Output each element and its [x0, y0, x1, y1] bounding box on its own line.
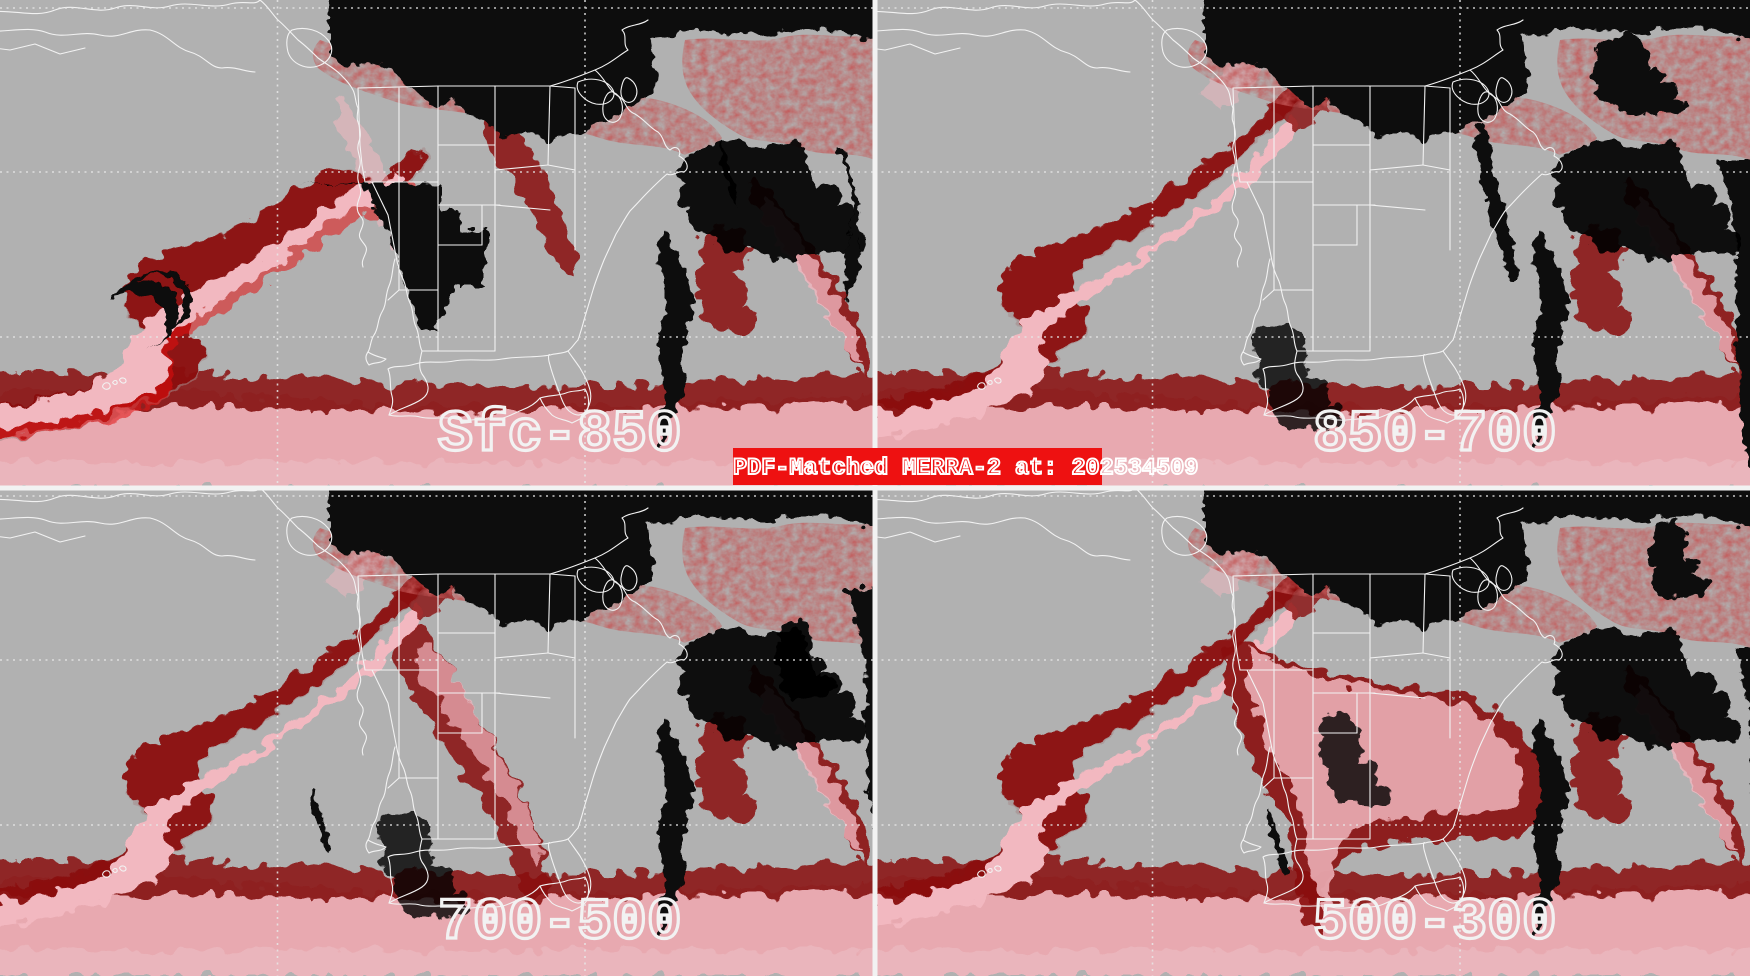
- svg-text:700-500: 700-500: [438, 891, 682, 956]
- svg-text:850-700: 850-700: [1313, 403, 1557, 468]
- svg-text:500-300: 500-300: [1313, 891, 1557, 956]
- svg-text:Sfc-850: Sfc-850: [438, 403, 682, 468]
